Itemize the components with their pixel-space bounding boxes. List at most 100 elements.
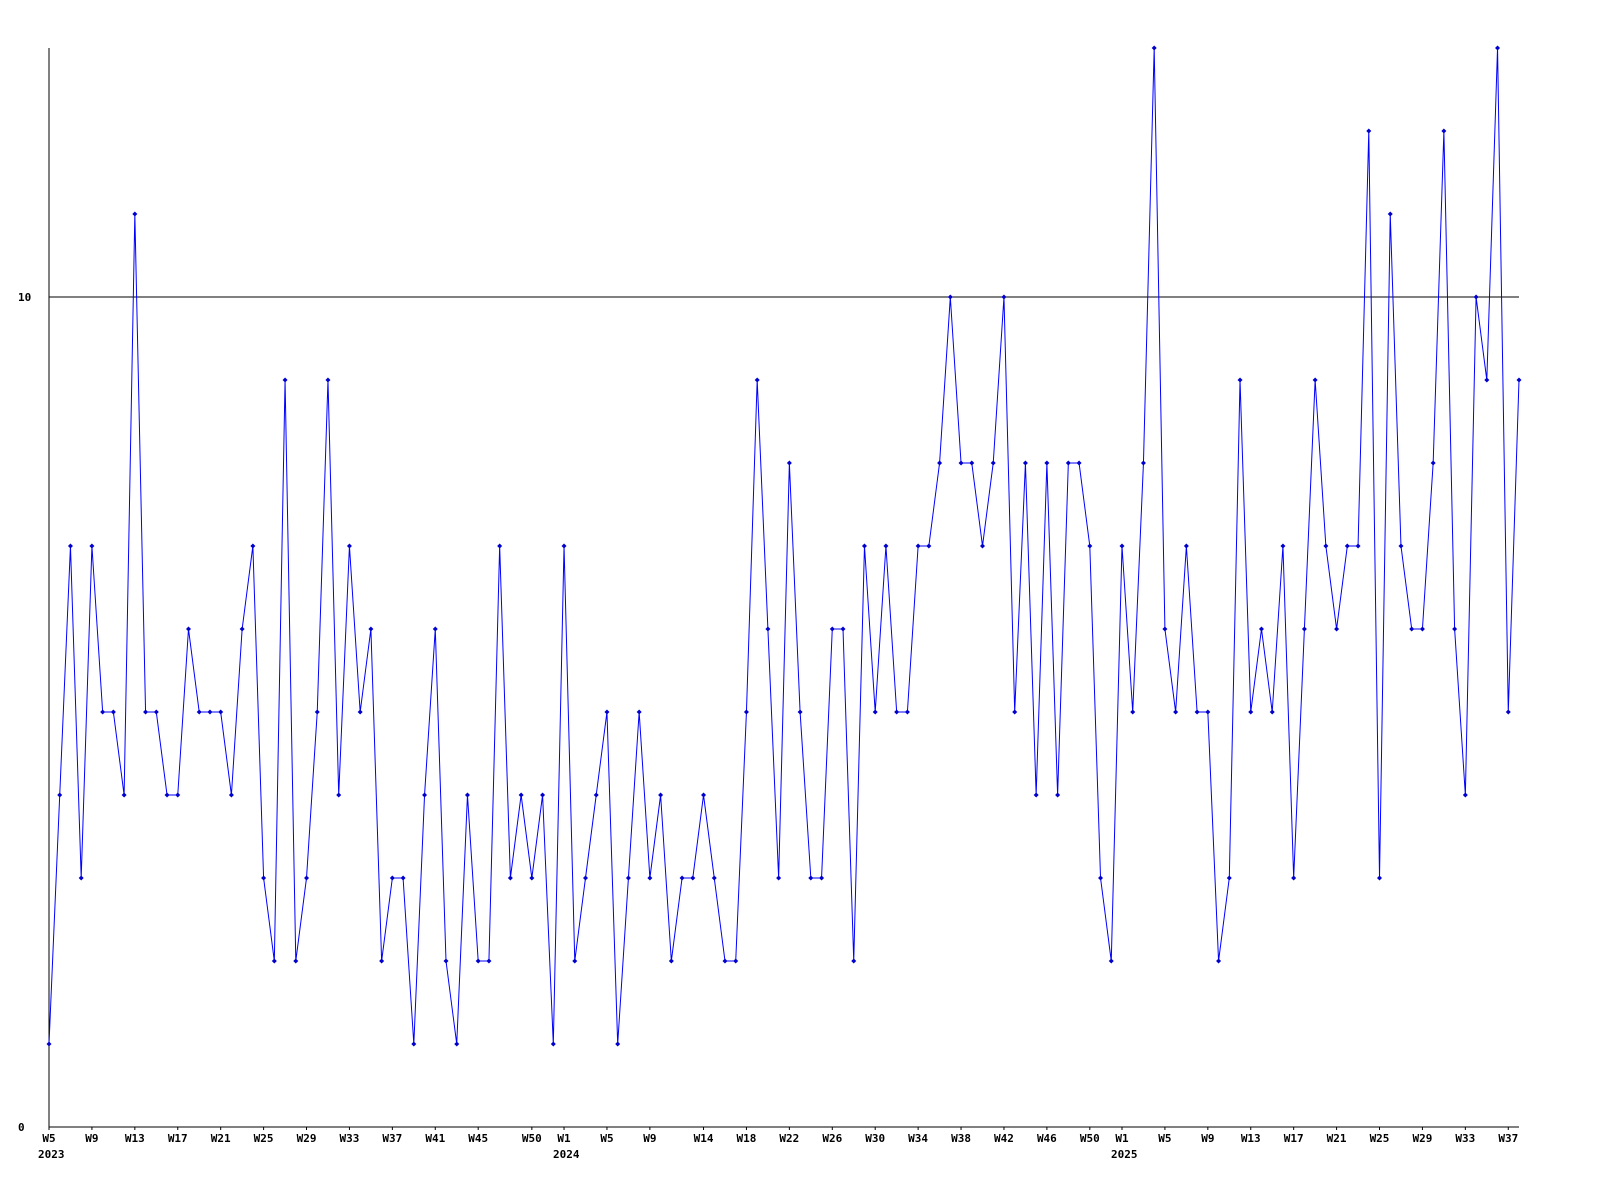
point xyxy=(432,626,438,632)
point xyxy=(1162,626,1168,632)
point xyxy=(121,792,127,798)
point xyxy=(46,1041,52,1047)
point xyxy=(990,460,996,466)
year-label: 2023 xyxy=(38,1148,65,1161)
point xyxy=(1119,543,1125,549)
point xyxy=(507,875,513,881)
point xyxy=(1098,875,1104,881)
point xyxy=(625,875,631,881)
point xyxy=(733,958,739,964)
point xyxy=(1495,45,1501,51)
x-tick-label: W18 xyxy=(737,1132,757,1145)
point xyxy=(819,875,825,881)
point xyxy=(1130,709,1136,715)
point xyxy=(1505,709,1511,715)
point xyxy=(1087,543,1093,549)
point xyxy=(89,543,95,549)
x-tick-label: W1 xyxy=(557,1132,571,1145)
point xyxy=(400,875,406,881)
point xyxy=(1355,543,1361,549)
point xyxy=(550,1041,556,1047)
point xyxy=(1226,875,1232,881)
point xyxy=(1344,543,1350,549)
point xyxy=(1291,875,1297,881)
point xyxy=(1398,543,1404,549)
x-tick-label: W29 xyxy=(297,1132,317,1145)
point xyxy=(1334,626,1340,632)
point xyxy=(207,709,213,715)
point xyxy=(325,377,331,383)
point xyxy=(1312,377,1318,383)
point xyxy=(980,543,986,549)
x-tick-label: W25 xyxy=(1370,1132,1390,1145)
point xyxy=(904,709,910,715)
point xyxy=(422,792,428,798)
x-tick-label: W25 xyxy=(254,1132,274,1145)
point xyxy=(100,709,106,715)
point xyxy=(1248,709,1254,715)
x-tick-label: W17 xyxy=(168,1132,188,1145)
point xyxy=(582,875,588,881)
x-tick-label: W13 xyxy=(1241,1132,1261,1145)
point xyxy=(572,958,578,964)
point xyxy=(368,626,374,632)
point xyxy=(1151,45,1157,51)
point xyxy=(969,460,975,466)
point xyxy=(486,958,492,964)
point xyxy=(1484,377,1490,383)
x-tick-label: W41 xyxy=(425,1132,445,1145)
point xyxy=(1173,709,1179,715)
y-tick-label: 10 xyxy=(18,291,31,304)
x-tick-label: W29 xyxy=(1412,1132,1432,1145)
x-tick-label: W14 xyxy=(694,1132,714,1145)
x-tick-label: W9 xyxy=(643,1132,656,1145)
point xyxy=(540,792,546,798)
x-tick-label: W22 xyxy=(779,1132,799,1145)
point xyxy=(1387,211,1393,217)
point xyxy=(1001,294,1007,300)
point xyxy=(1012,709,1018,715)
point xyxy=(808,875,814,881)
point xyxy=(1033,792,1039,798)
point xyxy=(797,709,803,715)
point xyxy=(164,792,170,798)
point xyxy=(1473,294,1479,300)
point xyxy=(1258,626,1264,632)
point xyxy=(185,626,191,632)
x-tick-label: W42 xyxy=(994,1132,1014,1145)
point xyxy=(271,958,277,964)
x-tick-label: W1 xyxy=(1115,1132,1129,1145)
point xyxy=(1194,709,1200,715)
point xyxy=(464,792,470,798)
point xyxy=(132,211,138,217)
point xyxy=(518,792,524,798)
point xyxy=(443,958,449,964)
x-tick-label: W33 xyxy=(340,1132,360,1145)
point xyxy=(593,792,599,798)
point xyxy=(1301,626,1307,632)
point xyxy=(153,709,159,715)
x-tick-label: W33 xyxy=(1455,1132,1475,1145)
x-tick-label: W50 xyxy=(1080,1132,1100,1145)
point xyxy=(314,709,320,715)
x-tick-label: W37 xyxy=(382,1132,402,1145)
point xyxy=(250,543,256,549)
x-tick-label: W30 xyxy=(865,1132,885,1145)
point xyxy=(304,875,310,881)
point xyxy=(1140,460,1146,466)
point xyxy=(1183,543,1189,549)
point xyxy=(722,958,728,964)
point xyxy=(1462,792,1468,798)
point xyxy=(411,1041,417,1047)
point xyxy=(1323,543,1329,549)
year-label: 2024 xyxy=(553,1148,580,1161)
point xyxy=(110,709,116,715)
point xyxy=(711,875,717,881)
line xyxy=(48,47,1520,1045)
x-tick-label: W13 xyxy=(125,1132,145,1145)
point xyxy=(67,543,73,549)
x-tick-label: W26 xyxy=(822,1132,842,1145)
point xyxy=(529,875,535,881)
